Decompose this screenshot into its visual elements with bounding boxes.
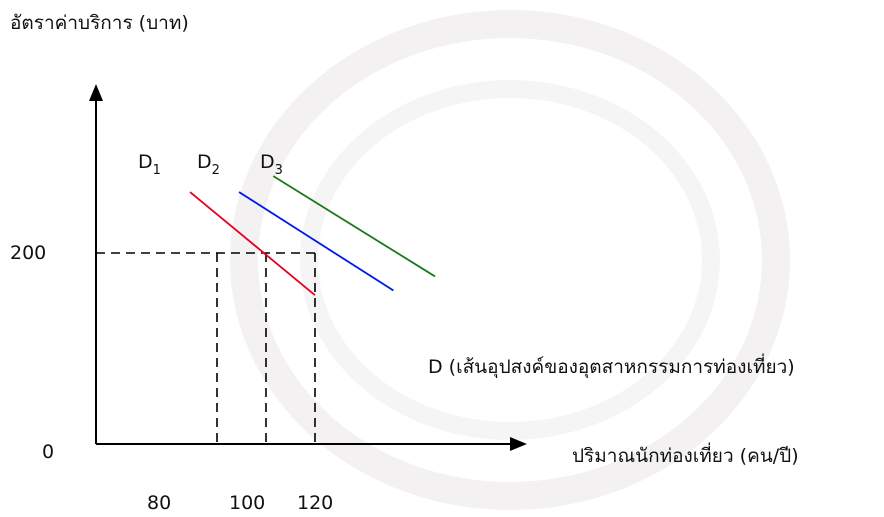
y-axis-label: อัตราค่าบริการ (บาท) bbox=[10, 12, 189, 34]
curve-annotation: D (เส้นอุปสงค์ของอุตสาหกรรมการท่องเที่ยว… bbox=[428, 356, 795, 378]
demand-curve-d1 bbox=[189, 191, 316, 296]
x-tick-label: 100 bbox=[229, 492, 266, 514]
curve-label-d1: D1 bbox=[138, 151, 161, 178]
origin-label: 0 bbox=[42, 441, 55, 463]
x-axis-label: ปริมาณนักท่องเที่ยว (คน/ปี) bbox=[572, 445, 799, 467]
x-tick-label: 80 bbox=[147, 492, 172, 514]
y-tick-label: 200 bbox=[10, 242, 47, 264]
curve-label-d3: D3 bbox=[260, 151, 283, 178]
x-axis-arrow bbox=[510, 437, 527, 451]
demand-curve-d2 bbox=[238, 191, 394, 292]
x-tick-label: 120 bbox=[297, 492, 334, 514]
demand-curve-d3 bbox=[272, 175, 436, 278]
y-axis-arrow bbox=[89, 84, 103, 101]
curve-label-d2: D2 bbox=[197, 151, 220, 178]
